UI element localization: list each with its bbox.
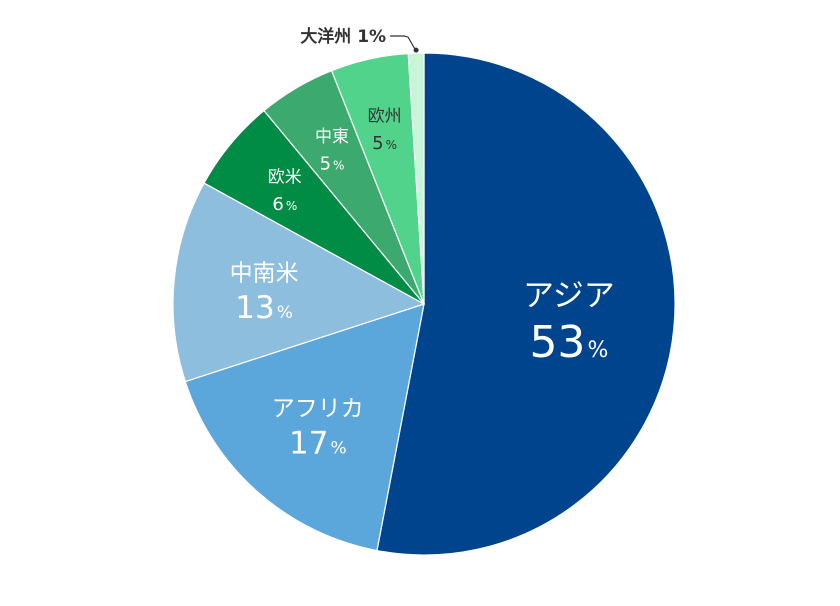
slice-label: 中南米	[230, 260, 299, 286]
slice-label: 欧米	[268, 168, 302, 188]
slice-value: 17%	[289, 425, 347, 461]
slice-value: 13%	[235, 290, 293, 326]
slice-value: 53%	[529, 317, 608, 368]
pie-slices	[172, 52, 676, 556]
leader-line	[390, 35, 417, 52]
slice-value: 5%	[320, 154, 345, 175]
slice-label: 大洋州 1%	[300, 26, 386, 47]
pie-slice	[184, 303, 425, 552]
slice-label: 中東	[315, 127, 349, 147]
leader-dot	[413, 47, 419, 53]
slice-label: 欧州	[368, 106, 402, 126]
pie-slice	[172, 182, 426, 383]
pie-slice	[376, 52, 676, 556]
slice-value: 6%	[272, 194, 297, 215]
slice-label: アジア	[523, 278, 615, 314]
pie-slice	[407, 52, 425, 305]
slice-value: 5%	[372, 133, 397, 154]
slice-label: アフリカ	[272, 396, 364, 422]
